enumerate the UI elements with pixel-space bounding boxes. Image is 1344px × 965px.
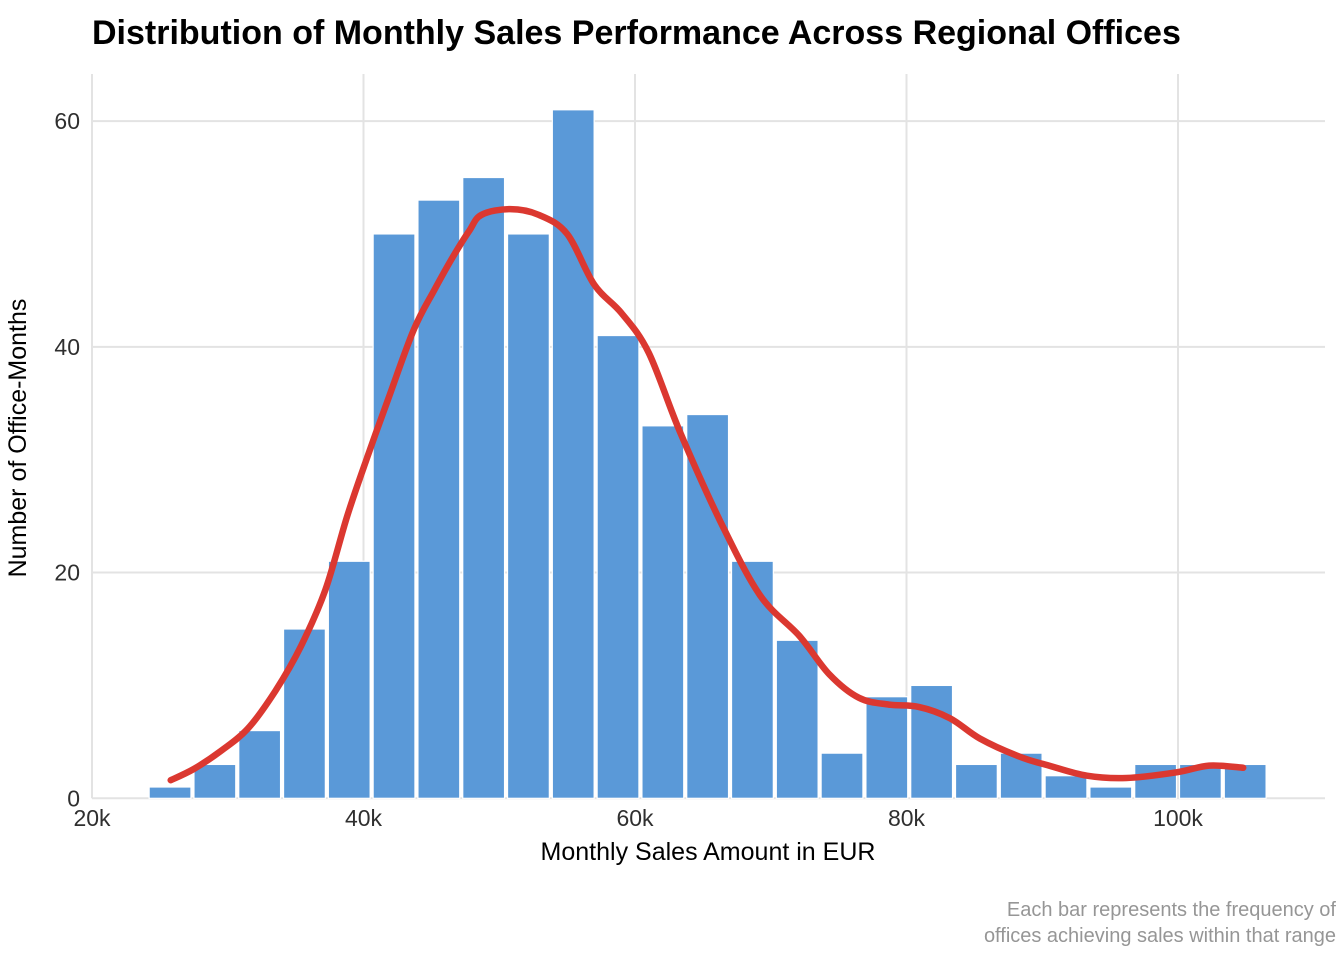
histogram-bar xyxy=(1044,775,1088,799)
x-tick-label: 40k xyxy=(345,805,383,831)
caption-line-1: Each bar represents the frequency of xyxy=(1007,899,1337,921)
histogram-bar xyxy=(551,109,595,799)
caption-line-2: offices achieving sales within that rang… xyxy=(984,925,1336,947)
x-tick-label: 20k xyxy=(73,805,111,831)
x-tick-labels: 20k 40k 60k 80k 100k xyxy=(73,805,1203,831)
histogram-bar xyxy=(1089,786,1133,799)
y-tick-label: 40 xyxy=(54,334,80,360)
y-tick-labels: 0 20 40 60 xyxy=(54,108,80,811)
x-tick-label: 80k xyxy=(888,805,926,831)
histogram-bar xyxy=(775,639,819,799)
y-tick-label: 20 xyxy=(54,560,80,586)
histogram-bar xyxy=(417,199,461,799)
histogram-bar xyxy=(372,233,416,799)
histogram-bar xyxy=(820,752,864,799)
histogram-bar xyxy=(954,763,998,799)
histogram-bars xyxy=(148,109,1267,799)
histogram-bar xyxy=(865,696,909,799)
y-tick-label: 0 xyxy=(67,785,80,811)
x-tick-label: 60k xyxy=(616,805,654,831)
histogram-bar xyxy=(641,425,685,799)
histogram-bar xyxy=(686,413,730,799)
x-axis-title: Monthly Sales Amount in EUR xyxy=(541,838,876,866)
histogram-bar xyxy=(238,729,282,799)
x-tick-label: 100k xyxy=(1153,805,1203,831)
histogram-bar xyxy=(193,763,237,799)
histogram-bar xyxy=(506,233,550,799)
y-axis-title: Number of Office-Months xyxy=(4,299,32,578)
histogram-bar xyxy=(596,334,640,799)
histogram-bar xyxy=(462,176,506,799)
y-tick-label: 60 xyxy=(54,108,80,134)
histogram-bar xyxy=(1134,763,1178,799)
histogram-bar xyxy=(910,684,954,799)
density-curve xyxy=(167,205,1247,784)
chart-title: Distribution of Monthly Sales Performanc… xyxy=(92,14,1181,52)
histogram-bar xyxy=(327,560,371,799)
histogram-bar xyxy=(282,628,326,799)
histogram-bar xyxy=(730,560,774,799)
histogram-bar xyxy=(148,786,192,799)
